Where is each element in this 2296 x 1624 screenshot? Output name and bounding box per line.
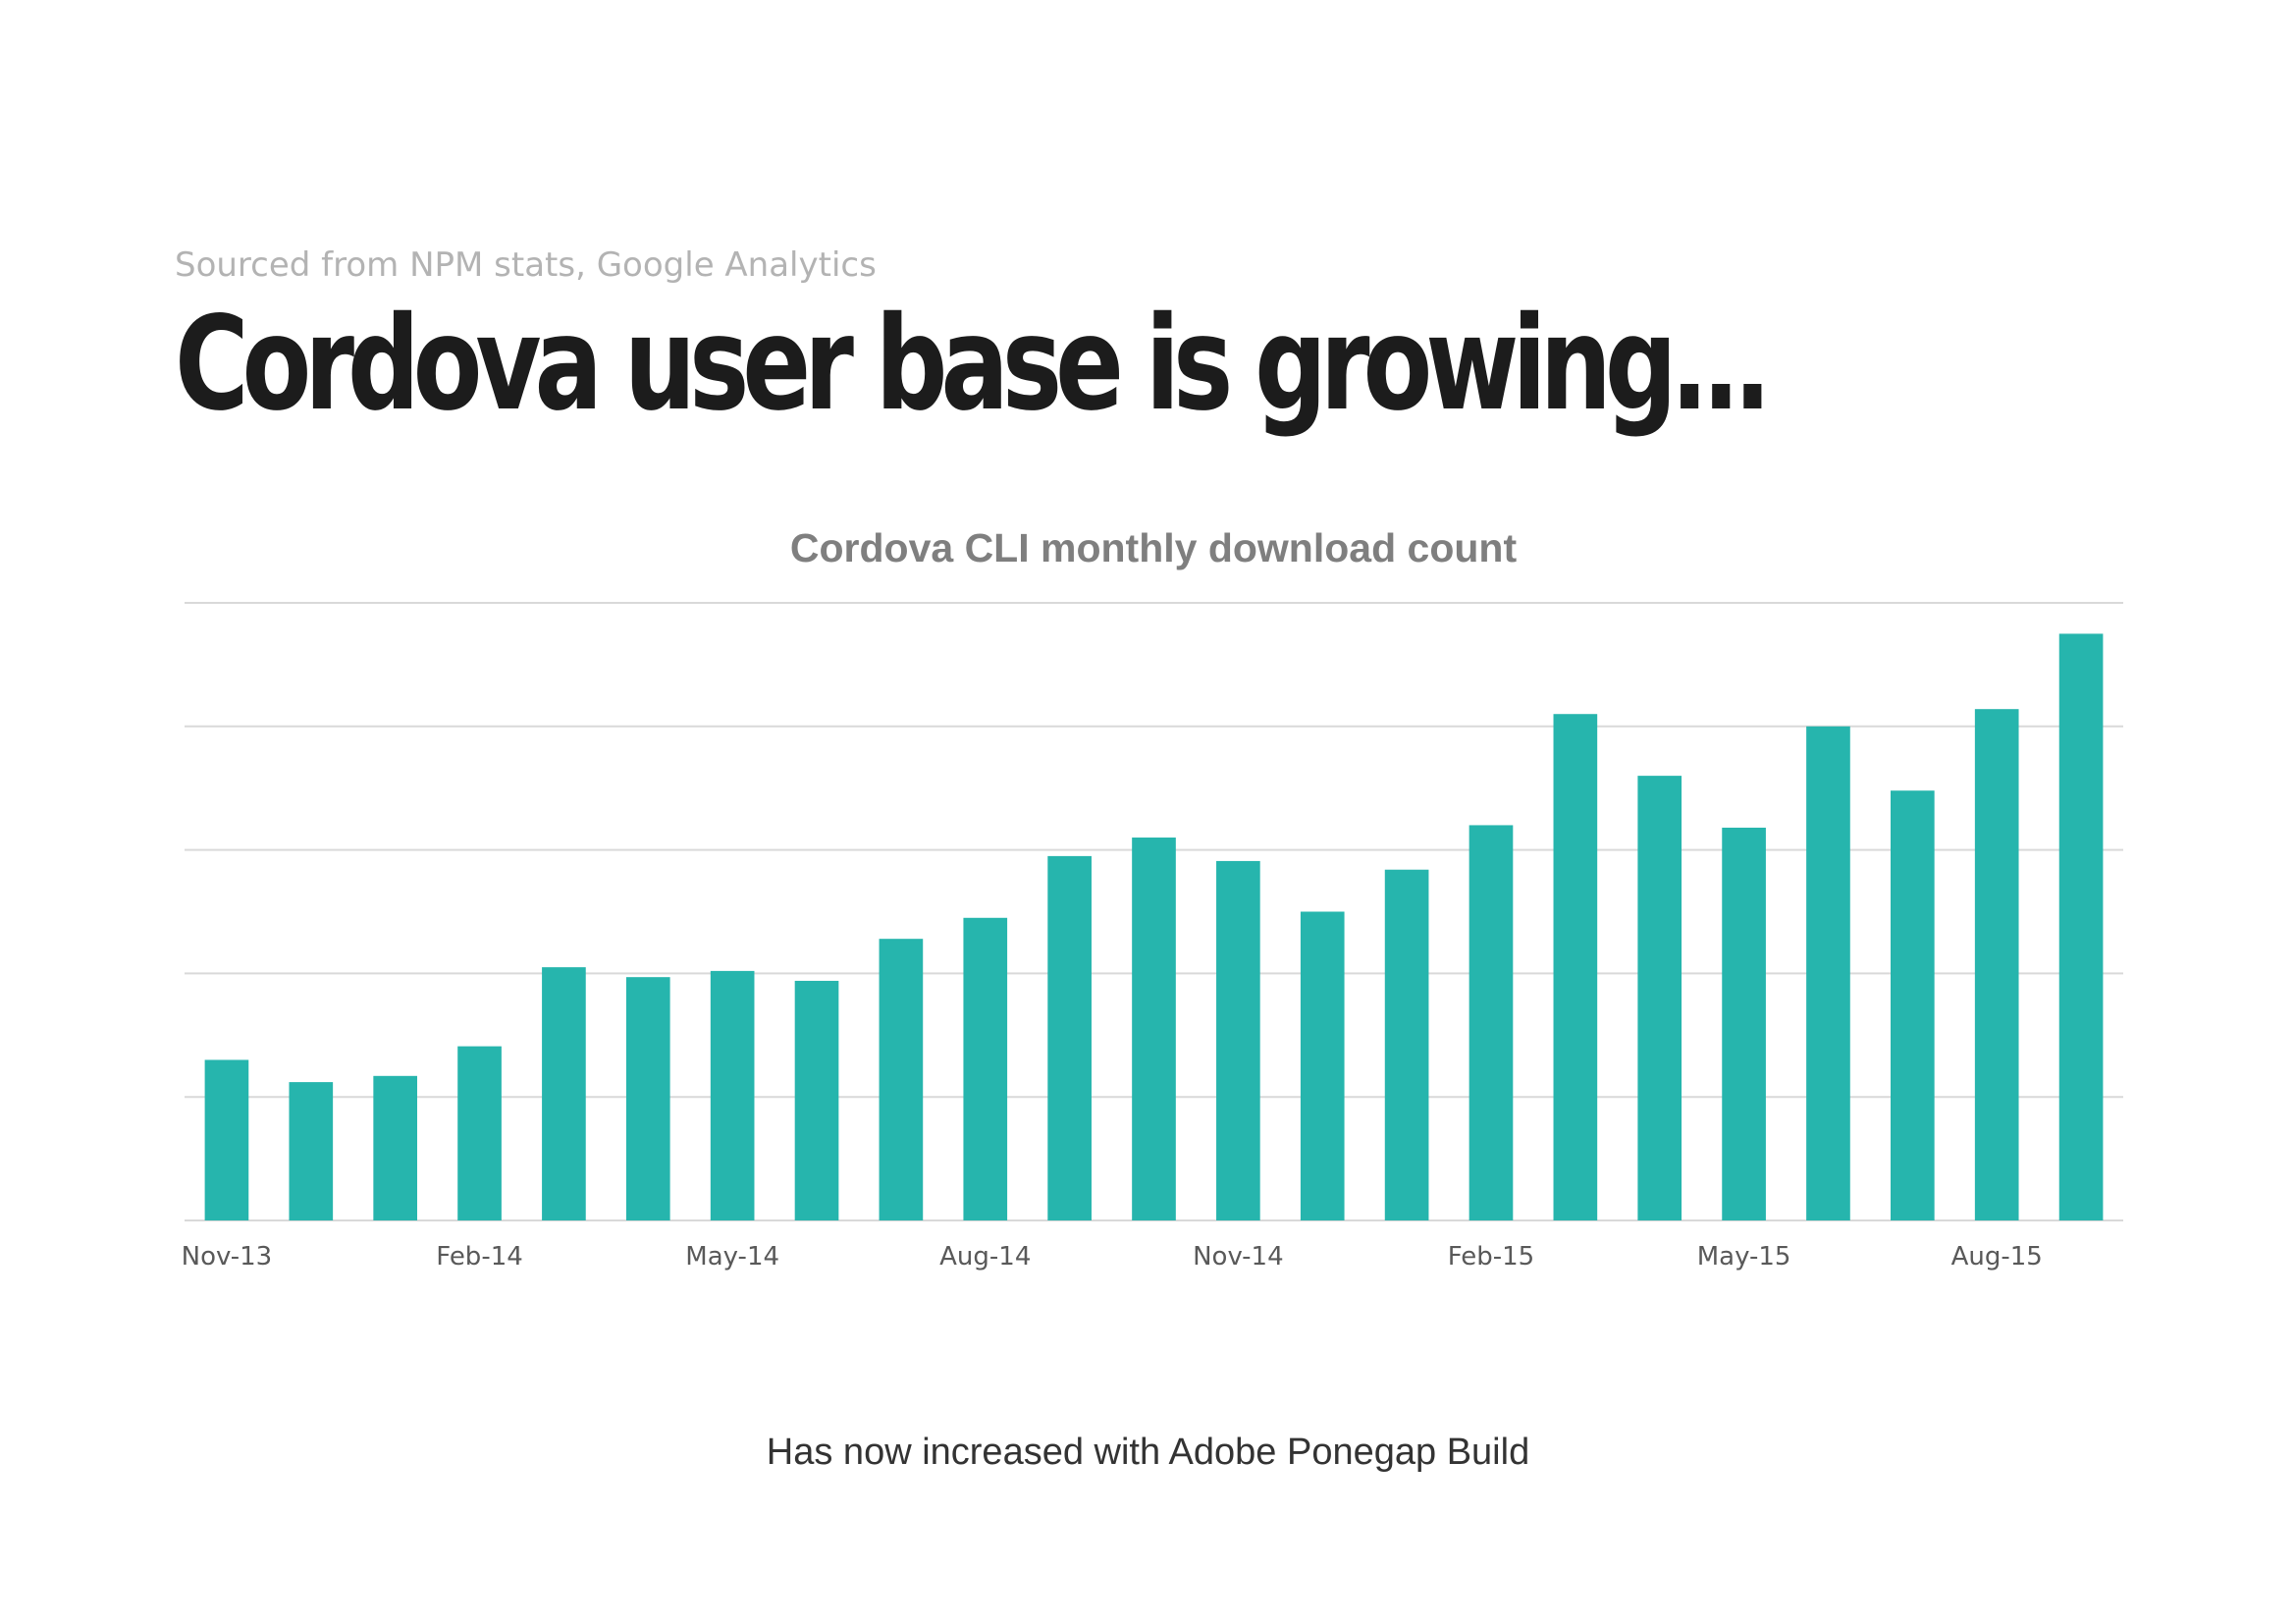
bar-nov-14 [1216, 860, 1260, 1220]
bar-apr-15 [1637, 776, 1682, 1220]
bar-nov-13 [204, 1059, 249, 1220]
x-tick-label: May-14 [685, 1242, 779, 1272]
chart-title: Cordova CLI monthly download count [790, 525, 1518, 570]
bar-apr-14 [625, 977, 670, 1220]
x-tick-label: May-15 [1697, 1242, 1791, 1272]
x-tick-label: Aug-14 [939, 1242, 1031, 1272]
bar-jun-15 [1806, 726, 1850, 1220]
bar-aug-15 [1974, 709, 2019, 1220]
page-title: Cordova user base is growing... [175, 289, 1772, 440]
x-tick-label: Nov-14 [1193, 1242, 1284, 1272]
x-tick-label: Feb-14 [436, 1242, 523, 1272]
source-note: Sourced from NPM stats, Google Analytics [175, 245, 877, 285]
bar-jan-14 [373, 1075, 417, 1220]
bar-dec-13 [289, 1082, 334, 1220]
bar-mar-15 [1553, 714, 1598, 1220]
bar-jul-15 [1891, 790, 1935, 1220]
bar-aug-14 [963, 917, 1008, 1220]
bar-mar-14 [542, 967, 586, 1220]
bars [204, 633, 2104, 1220]
x-tick-label: Aug-15 [1951, 1242, 2043, 1272]
x-axis-tick-labels: Nov-13 Feb-14 May-14 Aug-14 Nov-14 Feb-15 May-… [182, 1242, 2043, 1272]
x-tick-label: Nov-13 [182, 1242, 273, 1272]
bar-feb-15 [1468, 825, 1514, 1220]
bar-jul-14 [879, 939, 924, 1220]
bar-chart: Cordova CLI monthly download count Nov-1… [182, 525, 2123, 1272]
bar-jun-14 [794, 980, 839, 1220]
bar-may-15 [1722, 827, 1766, 1220]
bar-may-14 [710, 970, 755, 1220]
x-tick-label: Feb-15 [1448, 1242, 1535, 1272]
bar-dec-14 [1300, 911, 1345, 1220]
bar-jan-15 [1384, 869, 1429, 1220]
bar-sep-14 [1047, 855, 1092, 1220]
bar-sep-15 [2058, 633, 2104, 1220]
bar-feb-14 [457, 1046, 502, 1220]
footer-note: Has now increased with Adobe Ponegap Bui… [766, 1432, 1530, 1473]
bar-oct-14 [1132, 838, 1176, 1220]
